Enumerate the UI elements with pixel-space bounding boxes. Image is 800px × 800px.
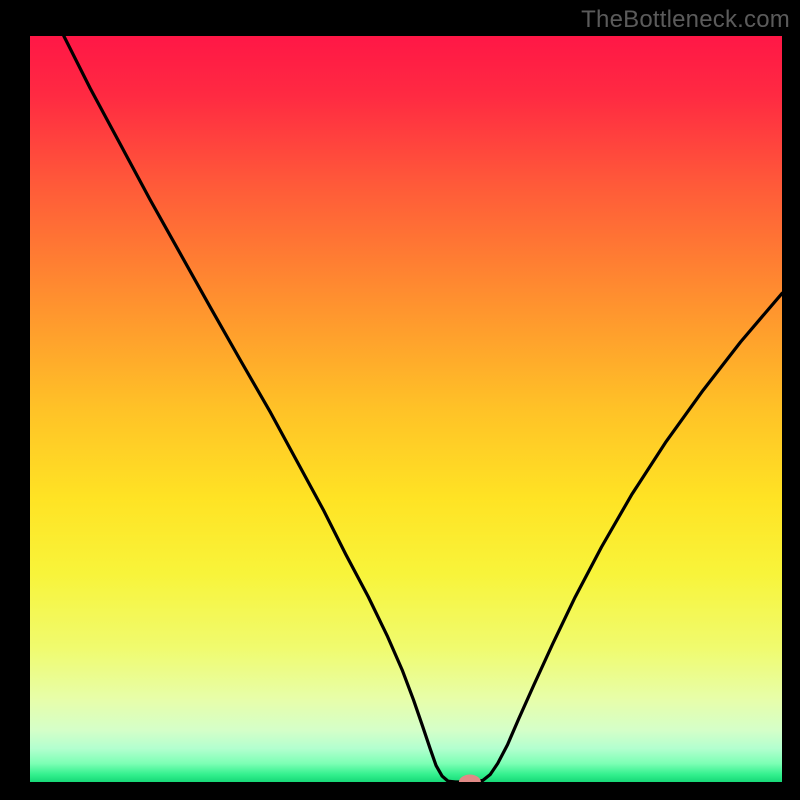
chart-frame: TheBottleneck.com xyxy=(0,0,800,800)
watermark-text: TheBottleneck.com xyxy=(581,6,790,34)
bottleneck-chart xyxy=(30,36,782,782)
